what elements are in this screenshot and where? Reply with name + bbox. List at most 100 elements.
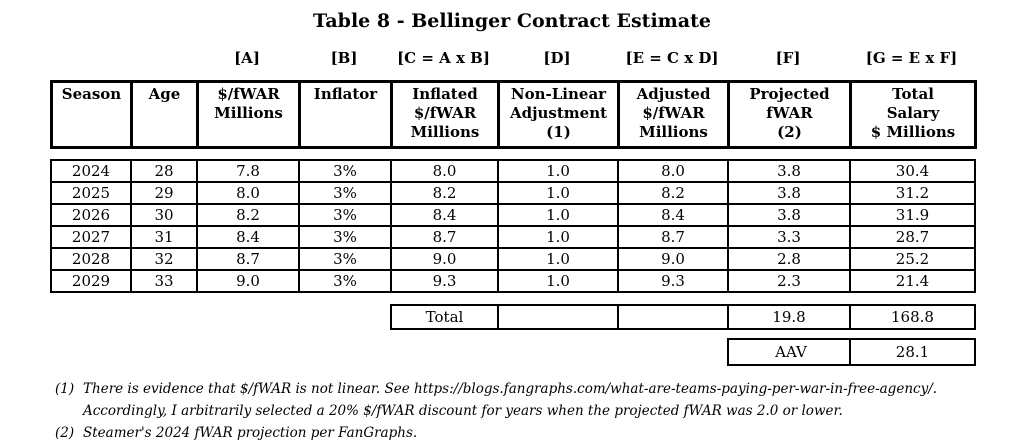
column-letters: [A] [B] [C = A x B] [D] [E = C x D] [F] … — [50, 48, 974, 68]
cell-adjusted: 8.4 — [617, 203, 729, 227]
cell-dollars-per-fwar: 8.0 — [196, 181, 300, 205]
cell-inflator: 3% — [298, 203, 392, 227]
header-cell-season: Season — [50, 80, 133, 149]
letter-cell-season — [50, 48, 130, 68]
cell-dollars-per-fwar: 7.8 — [196, 159, 300, 183]
cell-inflator: 3% — [298, 159, 392, 183]
header-cell-dollars-per-fwar: $/fWAR Millions — [196, 80, 301, 149]
total-salary-cell: 168.8 — [849, 304, 976, 330]
footnotes: (1) There is evidence that $/fWAR is not… — [55, 378, 1024, 444]
cell-age: 29 — [130, 181, 198, 205]
cell-inflated: 9.3 — [390, 269, 499, 293]
letter-cell-f: [F] — [775, 49, 801, 67]
cell-inflator: 3% — [298, 247, 392, 271]
aav-value-cell: 28.1 — [849, 338, 976, 366]
letter-cell-g: [G = E x F] — [865, 49, 958, 67]
cell-age: 32 — [130, 247, 198, 271]
letter-cell-age — [130, 48, 196, 68]
total-label-cell: Total — [390, 304, 499, 330]
cell-nonlinear: 1.0 — [497, 247, 619, 271]
letter-cell-e: [E = C x D] — [625, 49, 719, 67]
cell-inflated: 8.4 — [390, 203, 499, 227]
header-cell-projected-fwar: Projected fWAR (2) — [727, 80, 852, 149]
table-row: 2027 31 8.4 3% 8.7 1.0 8.7 3.3 28.7 — [50, 225, 976, 249]
table-row: 2024 28 7.8 3% 8.0 1.0 8.0 3.8 30.4 — [50, 159, 976, 183]
header-cell-inflator: Inflator — [298, 80, 393, 149]
cell-season: 2028 — [50, 247, 132, 271]
total-row-table: Total 19.8 168.8 — [390, 304, 976, 330]
cell-nonlinear: 1.0 — [497, 269, 619, 293]
total-row: Total 19.8 168.8 — [390, 304, 976, 330]
table-row: 2029 33 9.0 3% 9.3 1.0 9.3 2.3 21.4 — [50, 269, 976, 293]
footnote-1-marker: (1) — [55, 381, 75, 397]
cell-adjusted: 8.7 — [617, 225, 729, 249]
cell-adjusted: 9.0 — [617, 247, 729, 271]
cell-adjusted: 9.3 — [617, 269, 729, 293]
footnote-2-text: Steamer's 2024 fWAR projection per FanGr… — [83, 422, 1024, 444]
cell-age: 28 — [130, 159, 198, 183]
cell-salary: 25.2 — [849, 247, 976, 271]
letter-cell-d: [D] — [543, 49, 571, 67]
cell-dollars-per-fwar: 8.7 — [196, 247, 300, 271]
cell-salary: 31.9 — [849, 203, 976, 227]
cell-age: 30 — [130, 203, 198, 227]
body-table: 2024 28 7.8 3% 8.0 1.0 8.0 3.8 30.4 2025… — [50, 159, 976, 293]
footnote-1-text: There is evidence that $/fWAR is not lin… — [83, 378, 1024, 422]
header-row: Season Age $/fWAR Millions Inflator Infl… — [50, 80, 977, 149]
letter-cell-b: [B] — [330, 49, 358, 67]
cell-projected: 3.8 — [727, 203, 851, 227]
header-cell-total-salary: Total Salary $ Millions — [849, 80, 977, 149]
cell-nonlinear: 1.0 — [497, 159, 619, 183]
cell-salary: 30.4 — [849, 159, 976, 183]
cell-inflator: 3% — [298, 181, 392, 205]
aav-label-cell: AAV — [727, 338, 851, 366]
cell-dollars-per-fwar: 8.2 — [196, 203, 300, 227]
footnote-2-marker: (2) — [55, 425, 75, 441]
cell-season: 2027 — [50, 225, 132, 249]
cell-projected: 3.3 — [727, 225, 851, 249]
cell-inflated: 8.2 — [390, 181, 499, 205]
cell-adjusted: 8.0 — [617, 159, 729, 183]
cell-nonlinear: 1.0 — [497, 225, 619, 249]
column-letters-row: [A] [B] [C = A x B] [D] [E = C x D] [F] … — [50, 48, 974, 68]
cell-inflated: 8.0 — [390, 159, 499, 183]
cell-inflator: 3% — [298, 269, 392, 293]
letter-cell-a: [A] — [234, 49, 260, 67]
cell-season: 2025 — [50, 181, 132, 205]
header-cell-adjusted: Adjusted $/fWAR Millions — [617, 80, 730, 149]
cell-adjusted: 8.2 — [617, 181, 729, 205]
table-row: 2028 32 8.7 3% 9.0 1.0 9.0 2.8 25.2 — [50, 247, 976, 271]
table-row: 2026 30 8.2 3% 8.4 1.0 8.4 3.8 31.9 — [50, 203, 976, 227]
cell-inflated: 9.0 — [390, 247, 499, 271]
footnote-1-line-2: Accordingly, I arbitrarily selected a 20… — [83, 403, 843, 419]
footnote-1: (1) There is evidence that $/fWAR is not… — [55, 378, 1024, 422]
table-row: 2025 29 8.0 3% 8.2 1.0 8.2 3.8 31.2 — [50, 181, 976, 205]
cell-age: 31 — [130, 225, 198, 249]
cell-nonlinear: 1.0 — [497, 181, 619, 205]
header-table: Season Age $/fWAR Millions Inflator Infl… — [50, 80, 977, 149]
total-empty-cell-e — [617, 304, 729, 330]
table-title: Table 8 - Bellinger Contract Estimate — [313, 10, 711, 32]
cell-inflator: 3% — [298, 225, 392, 249]
total-projected-fwar-cell: 19.8 — [727, 304, 851, 330]
cell-salary: 21.4 — [849, 269, 976, 293]
footnote-2: (2) Steamer's 2024 fWAR projection per F… — [55, 422, 1024, 444]
cell-inflated: 8.7 — [390, 225, 499, 249]
cell-salary: 28.7 — [849, 225, 976, 249]
aav-row: AAV 28.1 — [727, 338, 976, 366]
footnote-1-line-1: There is evidence that $/fWAR is not lin… — [83, 381, 938, 397]
cell-salary: 31.2 — [849, 181, 976, 205]
header-cell-inflated: Inflated $/fWAR Millions — [390, 80, 500, 149]
header-cell-age: Age — [130, 80, 199, 149]
cell-age: 33 — [130, 269, 198, 293]
cell-season: 2024 — [50, 159, 132, 183]
cell-nonlinear: 1.0 — [497, 203, 619, 227]
cell-projected: 3.8 — [727, 181, 851, 205]
total-empty-cell-d — [497, 304, 619, 330]
header-cell-nonlinear-adjustment: Non-Linear Adjustment (1) — [497, 80, 620, 149]
cell-dollars-per-fwar: 9.0 — [196, 269, 300, 293]
footnote-2-line-1: Steamer's 2024 fWAR projection per FanGr… — [83, 425, 418, 441]
cell-projected: 2.3 — [727, 269, 851, 293]
cell-projected: 2.8 — [727, 247, 851, 271]
